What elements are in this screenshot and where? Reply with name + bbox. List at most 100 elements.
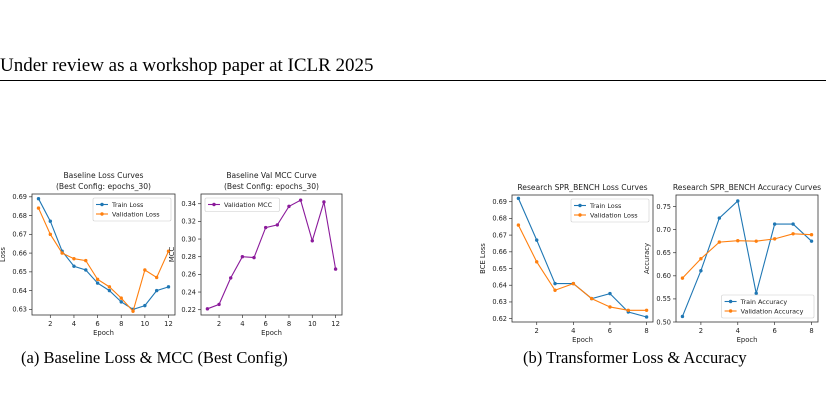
data-point <box>252 255 256 260</box>
y-tick-label: 0.50 <box>656 318 671 326</box>
legend-marker <box>728 309 733 313</box>
legend-box <box>204 197 280 212</box>
legend-marker <box>578 213 582 217</box>
y-tick-label: 0.67 <box>12 231 27 239</box>
x-tick-label: 6 <box>608 327 612 335</box>
y-tick-label: 0.68 <box>12 212 27 220</box>
data-point <box>154 275 159 280</box>
data-point <box>791 222 795 226</box>
data-point <box>626 308 630 313</box>
legend-label: Validation Loss <box>112 210 160 218</box>
data-point <box>217 302 221 307</box>
x-tick-label: 2 <box>535 327 539 335</box>
data-point <box>516 223 521 227</box>
y-axis-label: Accuracy <box>643 243 651 274</box>
baseline-mcc-chart: Baseline Val MCC Curve (Best Config: epoc… <box>168 171 343 337</box>
running-header: Under review as a workshop paper at ICLR… <box>0 55 374 76</box>
y-tick-label: 0.69 <box>492 198 507 206</box>
chart-title: Baseline Val MCC Curve <box>226 171 317 180</box>
data-point <box>48 232 53 237</box>
legend-label: Train Loss <box>111 201 144 209</box>
y-tick-label: 0.28 <box>181 253 196 261</box>
y-tick-label: 0.66 <box>12 249 27 257</box>
data-point <box>644 315 649 319</box>
data-point <box>84 258 88 263</box>
x-tick-label: 12 <box>331 320 340 328</box>
data-point <box>60 251 64 255</box>
x-tick-label: 2 <box>217 320 221 328</box>
data-point <box>553 288 557 292</box>
y-tick-label: 0.65 <box>12 268 27 276</box>
data-point <box>736 239 740 243</box>
y-axis-label: Loss <box>0 247 7 262</box>
data-point <box>772 237 777 241</box>
legend-marker <box>578 203 582 208</box>
legend-label: Train Loss <box>589 202 622 210</box>
chart-subtitle: (Best Config: epochs_30) <box>56 182 151 191</box>
y-axis-label: BCE Loss <box>479 243 487 274</box>
legend-label: Validation Accuracy <box>741 307 804 315</box>
y-tick-label: 0.63 <box>12 306 27 314</box>
data-point <box>680 276 685 280</box>
data-point <box>699 257 703 261</box>
data-point <box>571 281 576 286</box>
data-point <box>535 260 539 264</box>
x-tick-label: 2 <box>699 327 703 335</box>
data-point <box>107 285 112 289</box>
data-point <box>809 239 814 243</box>
data-point <box>333 267 338 271</box>
data-point <box>166 249 171 253</box>
data-point <box>644 308 649 313</box>
data-point <box>229 276 233 280</box>
caption-b: (b) Transformer Loss & Accuracy <box>523 348 747 367</box>
data-point <box>48 219 53 223</box>
data-point <box>680 314 685 319</box>
legend-label: Train Accuracy <box>740 298 788 306</box>
data-point <box>809 233 814 237</box>
plot-frame <box>200 193 343 316</box>
baseline-loss-chart: Baseline Loss Curves (Best Config: epochs… <box>0 171 176 337</box>
legend-marker <box>728 299 733 304</box>
data-point <box>154 288 159 293</box>
data-point <box>717 240 722 244</box>
x-axis-label: Epoch <box>261 329 282 337</box>
data-point <box>107 288 112 293</box>
y-tick-label: 0.32 <box>181 218 196 226</box>
y-tick-label: 0.75 <box>656 203 671 211</box>
y-tick-label: 0.68 <box>492 215 507 223</box>
legend-label: Validation Loss <box>590 211 638 219</box>
y-tick-label: 0.65 <box>656 249 671 257</box>
data-point <box>772 222 777 226</box>
data-point <box>589 296 594 301</box>
caption-a: (a) Baseline Loss & MCC (Best Config) <box>21 348 288 367</box>
legend-marker <box>100 202 104 207</box>
x-tick-label: 8 <box>809 327 813 335</box>
series-line <box>682 233 812 279</box>
data-point <box>143 268 147 272</box>
data-point <box>754 291 758 296</box>
x-tick-label: 8 <box>287 320 291 328</box>
x-tick-label: 12 <box>164 320 173 328</box>
y-tick-label: 0.69 <box>12 193 27 201</box>
x-tick-label: 4 <box>240 320 244 328</box>
legend-box <box>92 197 172 222</box>
data-point <box>322 200 326 204</box>
x-tick-label: 4 <box>736 327 740 335</box>
y-tick-label: 0.55 <box>656 295 671 303</box>
data-point <box>516 196 521 201</box>
data-point <box>119 300 123 304</box>
x-tick-label: 2 <box>48 320 52 328</box>
data-point <box>553 281 557 286</box>
data-point <box>240 255 245 259</box>
y-tick-label: 0.24 <box>181 288 196 296</box>
series-line <box>37 207 170 313</box>
y-tick-label: 0.60 <box>656 272 671 280</box>
data-point <box>84 268 88 272</box>
x-tick-label: 8 <box>644 327 648 335</box>
plot-frame <box>675 194 819 323</box>
data-point <box>298 198 303 202</box>
series-line <box>517 224 647 311</box>
x-tick-label: 10 <box>141 320 150 328</box>
y-tick-label: 0.62 <box>492 315 507 323</box>
x-tick-label: 6 <box>772 327 776 335</box>
